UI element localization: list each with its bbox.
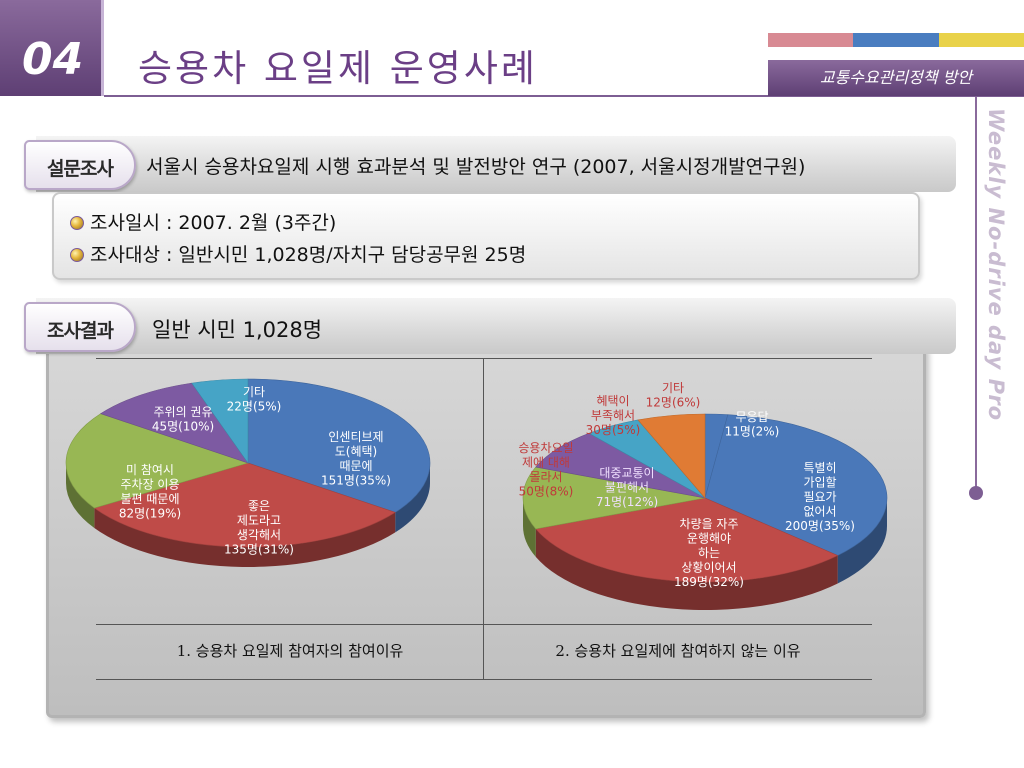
pie2-slice-3 <box>535 497 839 583</box>
table-column-divider <box>483 358 484 680</box>
pie2-slice-5 <box>535 432 706 499</box>
pie1-slice-5 <box>191 378 249 464</box>
survey-info-box <box>52 192 920 280</box>
pie1-slice-side-2 <box>94 508 396 567</box>
pie-chart-2: 무응답 11명(2%)특별히 가입할 필요가 없어서 200명(35%) 차량을 자주 운행해… <box>518 381 888 610</box>
survey-tab-label: 설문조사 <box>47 158 114 180</box>
section-number-box: 04 <box>0 0 104 96</box>
pie1-slice-side-1 <box>395 463 431 533</box>
section-number: 04 <box>22 34 84 85</box>
pie2-label-4: 대중교통이 불편해서 71명(12%) <box>596 466 658 509</box>
results-header-bar <box>36 298 956 354</box>
table-bottom-line <box>96 679 872 680</box>
survey-header-bar <box>36 136 956 192</box>
pie1-label-5: 기타 22명(5%) <box>227 385 282 414</box>
pie1-slice-2 <box>93 462 396 548</box>
pie2-slice-side-3 <box>535 528 838 610</box>
pie2-slice-4 <box>522 466 706 530</box>
chart1-caption: 1. 승용차 요일제 참여자의 참여이유 <box>176 642 404 660</box>
pie2-label-5: 승용차요일 제에 대해 몰라서 50명(8%) <box>518 441 573 499</box>
topic-tag: 교통수요관리정책 방안 <box>768 60 1024 96</box>
survey-tab: 설문조사 <box>24 140 136 190</box>
pie1-label-1: 인센티브제 도(혜택) 때문에 151명(35%) <box>321 430 391 488</box>
table-top-line <box>96 358 872 359</box>
results-tab-label: 조사결과 <box>47 320 114 342</box>
bullet-icon <box>70 248 84 262</box>
pie1-slice-1 <box>247 378 431 513</box>
side-dot <box>969 486 983 500</box>
pie1-label-4: 주위의 권유 45명(10%) <box>152 405 214 434</box>
table-caption-line <box>96 624 872 625</box>
pie2-slice-side-4 <box>523 498 536 557</box>
pie1-label-3: 미 참여시 주차장 이용 불편 때문에 82명(19%) <box>119 463 181 521</box>
pie-chart-1: 인센티브제 도(혜택) 때문에 151명(35%) 좋은 제도라고 생각해서 135명(31%… <box>65 378 431 567</box>
header-divider <box>104 95 1024 97</box>
pie2-label-2: 특별히 가입할 필요가 없어서 200명(35%) <box>785 461 855 533</box>
survey-title: 서울시 승용차요일제 시행 효과분석 및 발전방안 연구 (2007, 서울시정… <box>146 156 806 178</box>
pie2-label-1: 무응답 11명(2%) <box>725 410 780 439</box>
results-title: 일반 시민 1,028명 <box>152 318 323 342</box>
chart2-caption: 2. 승용차 요일제에 참여하지 않는 이유 <box>555 642 801 660</box>
stripe-yellow <box>938 33 1024 47</box>
pie2-label-6: 혜택이 부족해서 30명(5%) <box>586 394 641 437</box>
pie1-slice-4 <box>100 382 249 464</box>
bullet-icon <box>70 216 84 230</box>
survey-date-row: 조사일시 : 2007. 2월 (3주간) <box>70 208 336 235</box>
pie1-slice-3 <box>65 413 250 509</box>
results-tab: 조사결과 <box>24 302 136 352</box>
survey-target: 조사대상 : 일반시민 1,028명/자치구 담당공무원 25명 <box>90 244 527 266</box>
pie2-slice-2 <box>704 414 888 556</box>
pie2-label-3: 차량을 자주 운행해야 하는 상황이어서 189명(32%) <box>674 517 744 589</box>
chart-table <box>96 358 872 680</box>
color-stripes <box>768 33 1024 47</box>
pie2-label-7: 기타 12명(6%) <box>646 381 701 410</box>
survey-date: 조사일시 : 2007. 2월 (3주간) <box>90 212 337 234</box>
stripe-pink <box>768 33 854 47</box>
stripe-blue <box>853 33 939 47</box>
page-title: 승용차 요일제 운영사례 <box>138 47 538 90</box>
side-vertical-line <box>975 97 977 493</box>
survey-target-row: 조사대상 : 일반시민 1,028명/자치구 담당공무원 25명 <box>70 240 526 267</box>
pie2-slice-side-2 <box>837 498 888 584</box>
side-watermark-text: Weekly No-drive day Pro <box>984 108 1008 422</box>
pie2-slice-7 <box>637 413 706 499</box>
pie1-label-2: 좋은 제도라고 생각해서 135명(31%) <box>224 499 294 557</box>
